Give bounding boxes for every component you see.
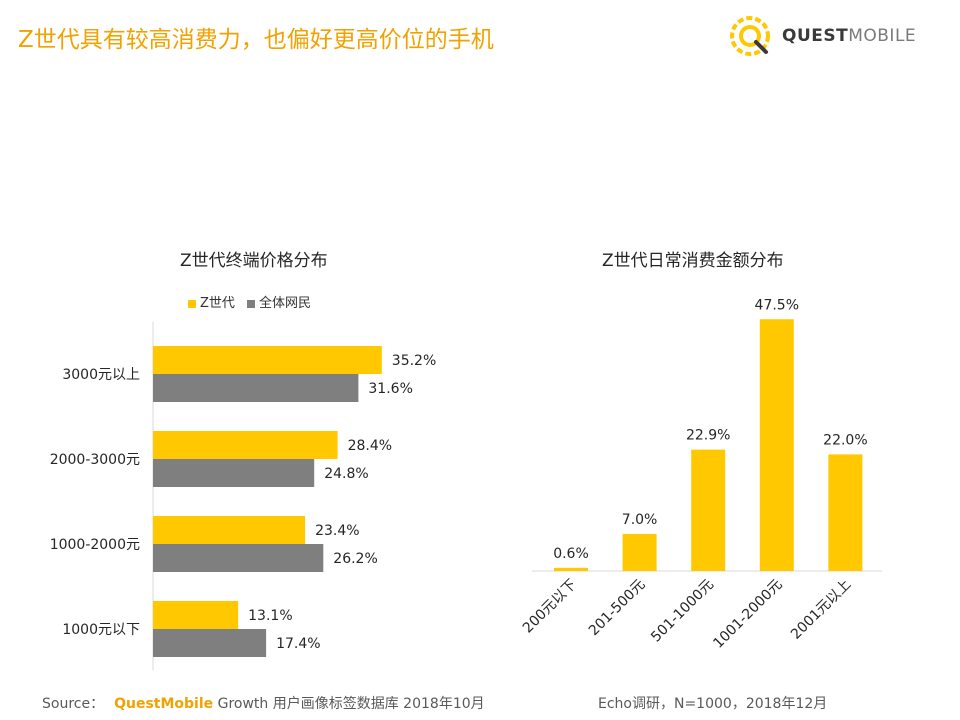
footer-source: Source： QuestMobile Growth 用户画像标签数据库 2018…: [42, 693, 485, 713]
questmobile-logo-icon: [730, 16, 770, 56]
legend-label-z: Z世代: [200, 296, 235, 311]
column-category-1: 201-500元: [586, 577, 649, 640]
bar-label-z-2: 23.4%: [315, 523, 359, 539]
column-1: [622, 533, 657, 571]
legend-swatch-z: [188, 299, 196, 308]
bar-z-2: [153, 516, 306, 544]
column-category-0: 200元以下: [520, 577, 580, 637]
footer-source-brand: QuestMobile: [114, 696, 214, 712]
bar-label-z-1: 28.4%: [348, 438, 392, 454]
bar-label-z-3: 13.1%: [248, 608, 292, 624]
column-0: [554, 567, 588, 571]
column-label-4: 22.0%: [823, 432, 867, 448]
column-label-2: 22.9%: [686, 428, 730, 444]
column-label-0: 0.6%: [553, 546, 589, 562]
footer-source-text: Growth 用户画像标签数据库 2018年10月: [217, 696, 485, 712]
bar-z-1: [153, 431, 338, 459]
logo-bold-text: QUEST: [782, 26, 849, 46]
footer-survey-note: Echo调研，N=1000，2018年12月: [598, 696, 828, 712]
left-chart-title: Z世代终端价格分布: [180, 251, 328, 271]
column-category-2: 501-1000元: [648, 577, 717, 646]
column-category-3: 1001-2000元: [710, 577, 785, 652]
column-4: [828, 454, 863, 571]
logo-light-text: MOBILE: [848, 26, 917, 46]
bar-all-3: [153, 629, 267, 657]
questmobile-logo: QUESTMOBILE: [728, 14, 928, 58]
logo-wordmark: QUESTMOBILE: [782, 26, 916, 46]
legend-item-all: 全体网民: [247, 292, 311, 311]
bar-all-2: [153, 544, 324, 572]
bar-label-all-3: 17.4%: [276, 636, 320, 652]
column-2: [691, 449, 726, 571]
legend-label-all: 全体网民: [259, 296, 312, 311]
category-label-0: 3000元以上: [62, 367, 140, 383]
bar-all-1: [153, 459, 315, 487]
bar-z-3: [153, 601, 239, 629]
bar-all-0: [153, 374, 359, 402]
column-label-3: 47.5%: [755, 297, 799, 313]
category-label-1: 2000-3000元: [50, 452, 140, 468]
bar-label-z-0: 35.2%: [392, 353, 436, 369]
bar-label-all-2: 26.2%: [333, 551, 377, 567]
column-label-1: 7.0%: [622, 512, 658, 528]
legend-swatch-all: [247, 299, 256, 308]
category-label-3: 1000元以下: [62, 622, 140, 638]
page-title: Z世代具有较高消费力，也偏好更高价位的手机: [18, 27, 494, 53]
bar-z-0: [153, 346, 382, 374]
column-category-4: 2001元以上: [788, 577, 854, 643]
legend-item-z: Z世代: [188, 292, 235, 311]
bar-label-all-1: 24.8%: [324, 466, 368, 482]
footer-source-prefix: Source：: [42, 696, 105, 712]
left-chart-legend: Z世代 全体网民: [188, 292, 319, 311]
category-label-2: 1000-2000元: [50, 537, 140, 553]
column-3: [759, 319, 794, 571]
right-chart-title: Z世代日常消费金额分布: [602, 251, 784, 271]
bar-label-all-0: 31.6%: [368, 381, 412, 397]
